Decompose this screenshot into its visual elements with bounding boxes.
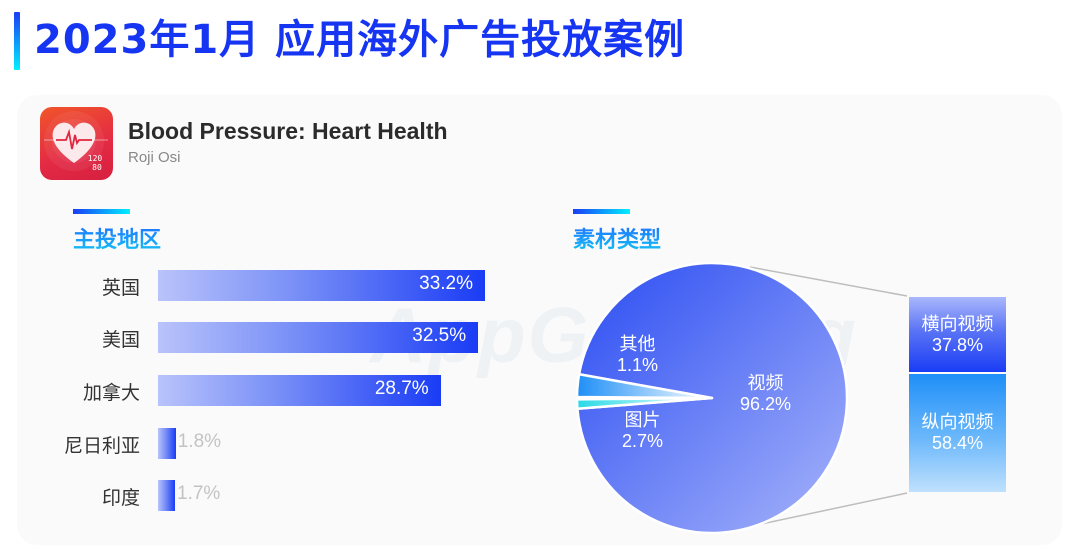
heart-pulse-icon: 120 80	[44, 111, 108, 172]
region-bar-row: 印度 1.7%	[0, 480, 560, 511]
creative-title: 素材类型	[573, 222, 661, 254]
title-accent-stripe	[14, 12, 20, 70]
region-bar-row: 加拿大 28.7%	[0, 375, 560, 406]
connector-line-top	[749, 266, 908, 297]
connector-line-bottom	[751, 492, 908, 527]
region-bar	[158, 480, 175, 511]
region-bar: 28.7%	[158, 375, 441, 406]
page-title: 2023年1月 应用海外广告投放案例	[34, 17, 686, 63]
pie-slice-other	[575, 396, 714, 410]
app-name: Blood Pressure: Heart Health	[128, 118, 448, 144]
pie-slice-image	[575, 373, 714, 400]
stack-segment-vertical-video: 纵向视频 58.4%	[909, 374, 1006, 492]
region-value: 28.7%	[374, 378, 429, 399]
region-value: 32.5%	[412, 325, 467, 346]
pie-label-video: 视频 96.2%	[740, 373, 792, 414]
region-label: 尼日利亚	[63, 435, 140, 457]
regions-title: 主投地区	[73, 222, 161, 254]
regions-title-stripe	[73, 209, 130, 214]
creative-title-stripe	[573, 209, 630, 214]
region-bar: 32.5%	[158, 322, 479, 353]
case-card	[17, 95, 1062, 545]
region-label: 美国	[101, 329, 140, 351]
pie-label-other: 其他 1.1%	[617, 334, 659, 375]
region-label: 加拿大	[82, 382, 140, 404]
region-value: 1.8%	[177, 431, 222, 452]
app-developer: Roji Osi	[128, 149, 181, 166]
pie-label-image: 图片 2.7%	[622, 410, 664, 451]
region-bar-row: 美国 32.5%	[0, 322, 560, 353]
region-bar	[158, 428, 176, 459]
region-value: 1.7%	[177, 483, 221, 504]
app-icon: 120 80	[40, 107, 113, 180]
svg-text:120: 120	[88, 154, 103, 163]
svg-text:80: 80	[92, 163, 102, 172]
region-bar-row: 尼日利亚 1.8%	[0, 428, 560, 459]
region-label: 印度	[101, 487, 140, 509]
stack-segment-horizontal-video: 横向视频 37.8%	[909, 297, 1006, 372]
region-bar: 33.2%	[158, 270, 486, 301]
region-bar-row: 英国 33.2%	[0, 270, 560, 301]
region-label: 英国	[101, 277, 140, 299]
region-value: 33.2%	[419, 273, 474, 294]
